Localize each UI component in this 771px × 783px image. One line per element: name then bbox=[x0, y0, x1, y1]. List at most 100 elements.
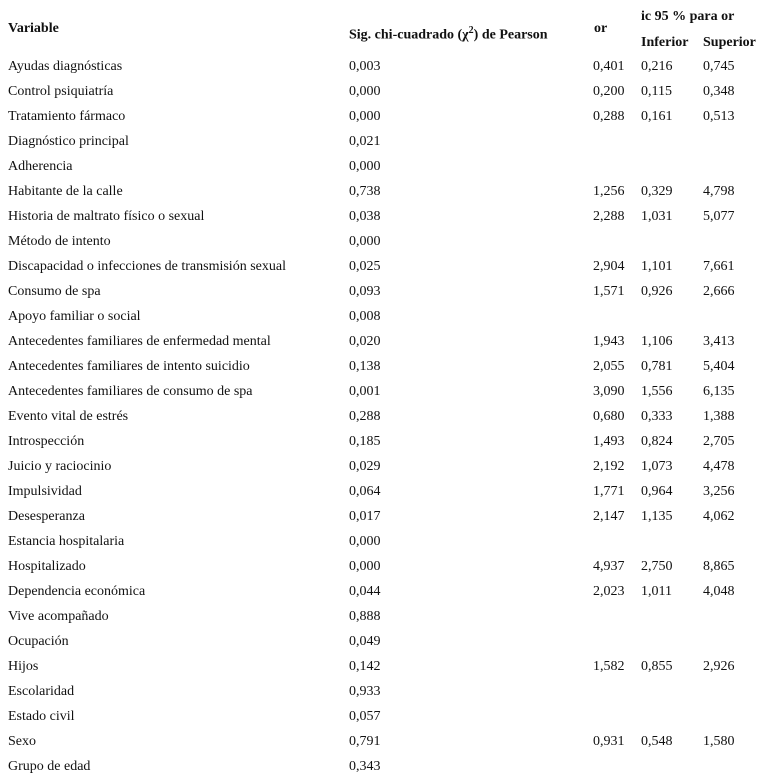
or-cell: 1,771 bbox=[593, 484, 625, 499]
variable-cell: Control psiquiatría bbox=[8, 84, 114, 99]
table-row: Historia de maltrato físico o sexual 0,03… bbox=[0, 204, 771, 229]
header-variable: Variable bbox=[8, 21, 59, 36]
table-row: Tratamiento fármaco 0,000 0,288 0,161 0,513 bbox=[0, 104, 771, 129]
or-cell: 2,288 bbox=[593, 209, 625, 224]
sig-cell: 0,343 bbox=[349, 759, 381, 774]
header-inferior: Inferior bbox=[641, 35, 689, 50]
variable-cell: Discapacidad o infecciones de transmisió… bbox=[8, 259, 286, 274]
sig-cell: 0,057 bbox=[349, 709, 381, 724]
variable-cell: Adherencia bbox=[8, 159, 73, 174]
sig-cell: 0,185 bbox=[349, 434, 381, 449]
variable-cell: Vive acompañado bbox=[8, 609, 109, 624]
header-superior: Superior bbox=[703, 35, 756, 50]
table-row: Juicio y raciocinio 0,029 2,192 1,073 4,478 bbox=[0, 454, 771, 479]
inferior-cell: 0,781 bbox=[641, 359, 673, 374]
table-row: Introspección 0,185 1,493 0,824 2,705 bbox=[0, 429, 771, 454]
sig-cell: 0,000 bbox=[349, 559, 381, 574]
table-row: Grupo de edad 0,343 bbox=[0, 754, 771, 779]
variable-cell: Impulsividad bbox=[8, 484, 82, 499]
variable-cell: Desesperanza bbox=[8, 509, 85, 524]
variable-cell: Antecedentes familiares de consumo de sp… bbox=[8, 384, 253, 399]
header-sig-prefix: Sig. chi-cuadrado (χ bbox=[349, 27, 469, 43]
inferior-cell: 2,750 bbox=[641, 559, 673, 574]
sig-cell: 0,142 bbox=[349, 659, 381, 674]
table-row: Impulsividad 0,064 1,771 0,964 3,256 bbox=[0, 479, 771, 504]
inferior-cell: 0,161 bbox=[641, 109, 673, 124]
table-row: Ocupación 0,049 bbox=[0, 629, 771, 654]
or-cell: 2,192 bbox=[593, 459, 625, 474]
table-row: Hospitalizado 0,000 4,937 2,750 8,865 bbox=[0, 554, 771, 579]
table-row: Ayudas diagnósticas 0,003 0,401 0,216 0,745 bbox=[0, 54, 771, 79]
table-row: Apoyo familiar o social 0,008 bbox=[0, 304, 771, 329]
variable-cell: Sexo bbox=[8, 734, 36, 749]
inferior-cell: 0,548 bbox=[641, 734, 673, 749]
superior-cell: 0,745 bbox=[703, 59, 735, 74]
sig-cell: 0,738 bbox=[349, 184, 381, 199]
superior-cell: 2,666 bbox=[703, 284, 735, 299]
inferior-cell: 1,135 bbox=[641, 509, 673, 524]
or-cell: 1,943 bbox=[593, 334, 625, 349]
table-row: Hijos 0,142 1,582 0,855 2,926 bbox=[0, 654, 771, 679]
sig-cell: 0,044 bbox=[349, 584, 381, 599]
or-cell: 0,200 bbox=[593, 84, 625, 99]
or-cell: 1,493 bbox=[593, 434, 625, 449]
table-row: Sexo 0,791 0,931 0,548 1,580 bbox=[0, 729, 771, 754]
table-row: Desesperanza 0,017 2,147 1,135 4,062 bbox=[0, 504, 771, 529]
variable-cell: Juicio y raciocinio bbox=[8, 459, 112, 474]
sig-cell: 0,933 bbox=[349, 684, 381, 699]
inferior-cell: 1,073 bbox=[641, 459, 673, 474]
or-cell: 0,680 bbox=[593, 409, 625, 424]
superior-cell: 0,513 bbox=[703, 109, 735, 124]
superior-cell: 7,661 bbox=[703, 259, 735, 274]
table-row: Antecedentes familiares de consumo de sp… bbox=[0, 379, 771, 404]
table-row: Dependencia económica 0,044 2,023 1,011 4,04… bbox=[0, 579, 771, 604]
sig-cell: 0,025 bbox=[349, 259, 381, 274]
table-row: Estancia hospitalaria 0,000 bbox=[0, 529, 771, 554]
or-cell: 2,055 bbox=[593, 359, 625, 374]
sig-cell: 0,000 bbox=[349, 234, 381, 249]
inferior-cell: 0,216 bbox=[641, 59, 673, 74]
superior-cell: 5,077 bbox=[703, 209, 735, 224]
variable-cell: Historia de maltrato físico o sexual bbox=[8, 209, 205, 224]
table-row: Diagnóstico principal 0,021 bbox=[0, 129, 771, 154]
table-row: Habitante de la calle 0,738 1,256 0,329 4,79… bbox=[0, 179, 771, 204]
header-sig: Sig. chi-cuadrado (χ2) de Pearson bbox=[349, 23, 548, 44]
header-sig-sup: 2 bbox=[468, 25, 474, 36]
sig-cell: 0,064 bbox=[349, 484, 381, 499]
inferior-cell: 0,964 bbox=[641, 484, 673, 499]
or-cell: 0,288 bbox=[593, 109, 625, 124]
inferior-cell: 1,031 bbox=[641, 209, 673, 224]
sig-cell: 0,288 bbox=[349, 409, 381, 424]
inferior-cell: 1,101 bbox=[641, 259, 673, 274]
header-sig-suffix: ) de Pearson bbox=[473, 27, 548, 43]
sig-cell: 0,021 bbox=[349, 134, 381, 149]
variable-cell: Estancia hospitalaria bbox=[8, 534, 125, 549]
variable-cell: Introspección bbox=[8, 434, 85, 449]
inferior-cell: 0,115 bbox=[641, 84, 672, 99]
inferior-cell: 1,011 bbox=[641, 584, 672, 599]
sig-cell: 0,888 bbox=[349, 609, 381, 624]
superior-cell: 6,135 bbox=[703, 384, 735, 399]
table-row: Vive acompañado 0,888 bbox=[0, 604, 771, 629]
superior-cell: 1,388 bbox=[703, 409, 735, 424]
variable-cell: Método de intento bbox=[8, 234, 111, 249]
sig-cell: 0,038 bbox=[349, 209, 381, 224]
sig-cell: 0,003 bbox=[349, 59, 381, 74]
superior-cell: 4,062 bbox=[703, 509, 735, 524]
superior-cell: 2,705 bbox=[703, 434, 735, 449]
variable-cell: Habitante de la calle bbox=[8, 184, 123, 199]
variable-cell: Antecedentes familiares de intento suici… bbox=[8, 359, 250, 374]
or-cell: 1,582 bbox=[593, 659, 625, 674]
superior-cell: 3,413 bbox=[703, 334, 735, 349]
inferior-cell: 0,333 bbox=[641, 409, 673, 424]
inferior-cell: 0,926 bbox=[641, 284, 673, 299]
table-row: Evento vital de estrés 0,288 0,680 0,333 1,3… bbox=[0, 404, 771, 429]
superior-cell: 5,404 bbox=[703, 359, 735, 374]
variable-cell: Ayudas diagnósticas bbox=[8, 59, 123, 74]
variable-cell: Evento vital de estrés bbox=[8, 409, 129, 424]
sig-cell: 0,020 bbox=[349, 334, 381, 349]
variable-cell: Dependencia económica bbox=[8, 584, 146, 599]
variable-cell: Apoyo familiar o social bbox=[8, 309, 141, 324]
or-cell: 3,090 bbox=[593, 384, 625, 399]
inferior-cell: 1,556 bbox=[641, 384, 673, 399]
